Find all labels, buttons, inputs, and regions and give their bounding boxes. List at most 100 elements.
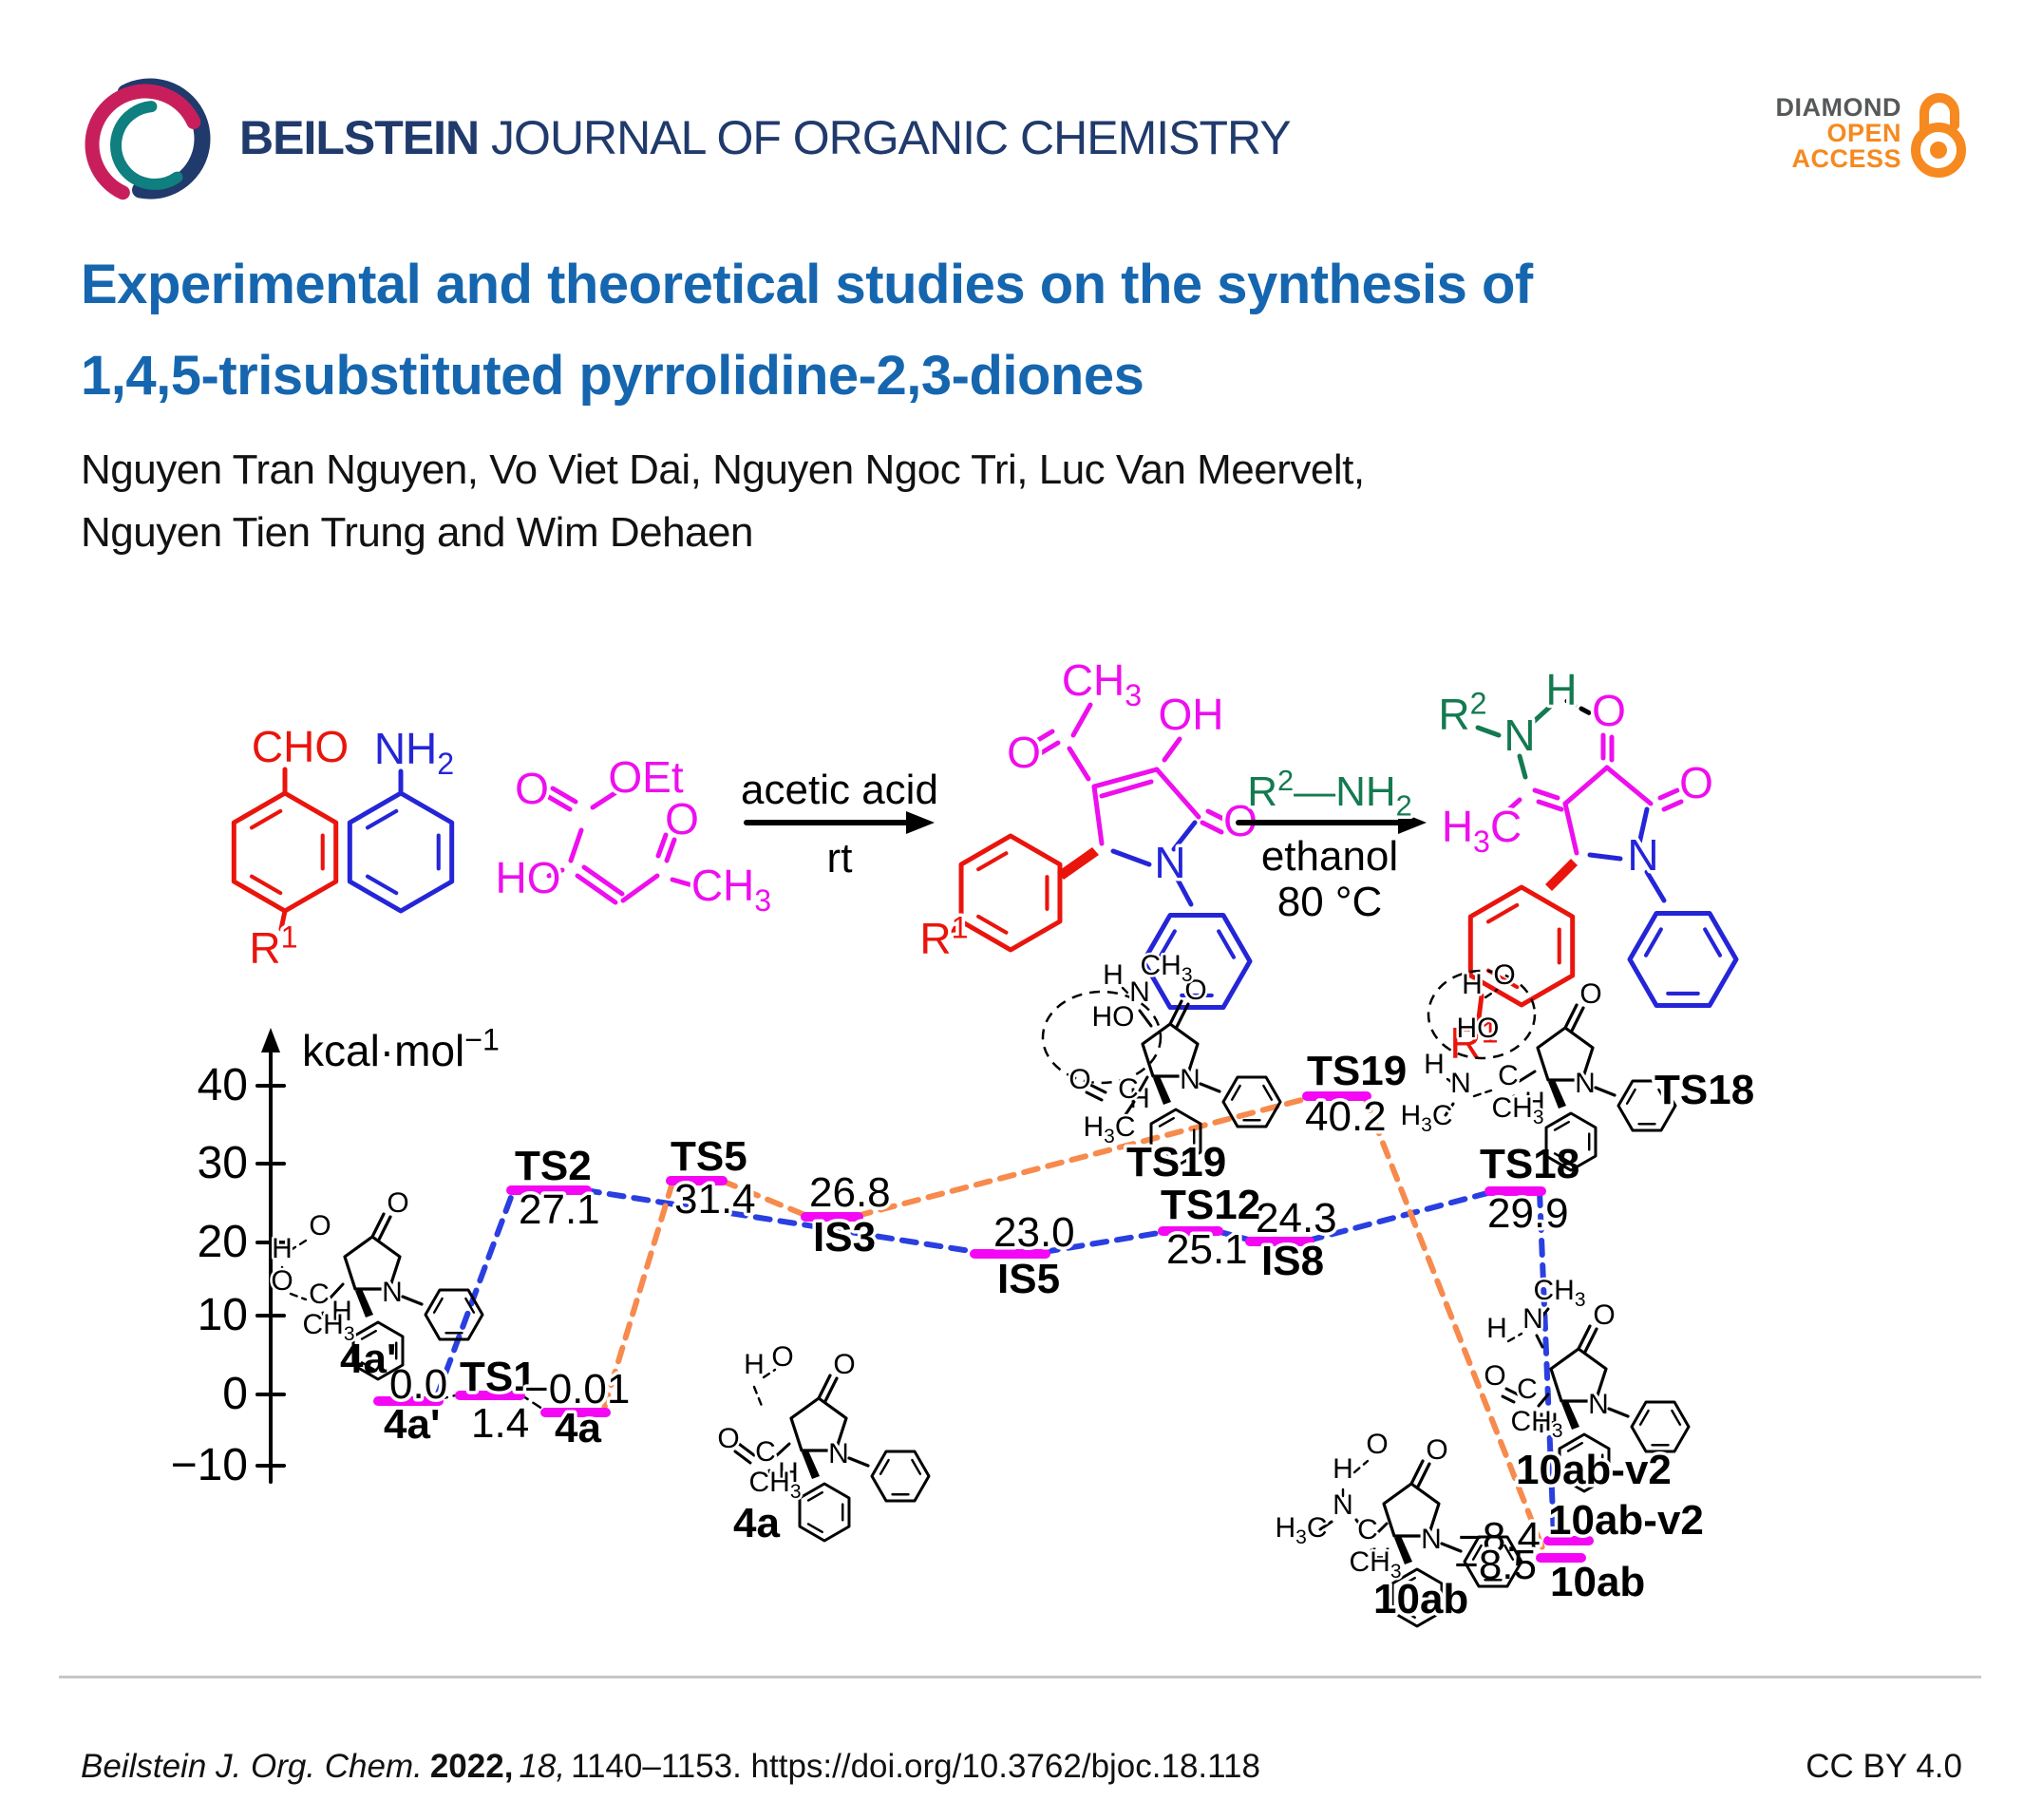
svg-text:O: O (1007, 728, 1041, 777)
svg-text:10ab-v2: 10ab-v2 (1516, 1447, 1672, 1493)
svg-text:H: H (1545, 665, 1577, 714)
svg-text:29.9: 29.9 (1487, 1190, 1569, 1237)
svg-text:R1: R1 (249, 919, 297, 973)
svg-text:HO: HO (1457, 1013, 1500, 1044)
svg-text:O: O (387, 1187, 408, 1219)
svg-text:N: N (1575, 1068, 1596, 1099)
svg-text:H: H (1333, 1453, 1353, 1485)
svg-text:H: H (1103, 959, 1124, 991)
svg-text:CH3: CH3 (1140, 950, 1192, 986)
svg-text:H: H (331, 1296, 352, 1327)
svg-text:kcal·mol−1: kcal·mol−1 (302, 1022, 500, 1075)
svg-text:CHO: CHO (252, 722, 349, 771)
energy-level-4a': 4a'0.04a' (337, 1333, 451, 1451)
svg-text:R2—NH2: R2—NH2 (1247, 764, 1412, 822)
svg-text:R1: R1 (1449, 1014, 1498, 1068)
svg-text:−10: −10 (171, 1440, 248, 1490)
svg-text:C: C (1118, 1073, 1139, 1105)
svg-text:TS2: TS2 (515, 1143, 592, 1189)
svg-text:30: 30 (198, 1138, 248, 1188)
page-title: Experimental and theoretical studies on … (81, 239, 1809, 422)
svg-text:IS3: IS3 (813, 1214, 876, 1261)
svg-text:4a: 4a (555, 1405, 601, 1451)
svg-text:R1: R1 (919, 910, 968, 963)
reaction-scheme: CHOR1NH2OOEtOHOCH3CH3OOHONR1R2NHOOH3CNR1… (231, 653, 1739, 1071)
svg-text:H3C: H3C (1400, 1100, 1452, 1136)
open-access-lock-icon (1911, 93, 1966, 178)
svg-text:O: O (1679, 758, 1713, 807)
svg-text:H3C: H3C (1275, 1512, 1327, 1548)
svg-text:O: O (771, 1341, 793, 1373)
svg-text:O: O (271, 1265, 293, 1297)
svg-text:80 °C: 80 °C (1277, 879, 1383, 925)
svg-text:O: O (1366, 1429, 1388, 1460)
svg-text:0.0: 0.0 (389, 1361, 447, 1408)
svg-text:N: N (1333, 1489, 1353, 1521)
badge-diamond: DIAMOND (1775, 93, 1901, 122)
svg-text:N: N (1154, 838, 1185, 887)
svg-text:H: H (272, 1233, 293, 1264)
svg-text:acetic acid: acetic acid (741, 767, 938, 813)
svg-text:O: O (1592, 686, 1626, 735)
svg-text:−0.01: −0.01 (524, 1366, 630, 1412)
svg-text:rt: rt (827, 835, 853, 882)
pathway-segment-9 (719, 1178, 810, 1219)
energy-level-4a: 4a−0.01 (521, 1363, 633, 1455)
footer-divider (59, 1676, 1981, 1678)
svg-text:H: H (1486, 1313, 1507, 1344)
svg-text:IS5: IS5 (997, 1256, 1060, 1302)
svg-text:20: 20 (198, 1217, 248, 1267)
svg-text:H: H (1524, 1087, 1545, 1118)
svg-text:O: O (1184, 975, 1206, 1006)
svg-text:HO: HO (1092, 1001, 1135, 1033)
svg-text:OEt: OEt (608, 752, 683, 802)
citation-volume: 18, (519, 1748, 566, 1785)
svg-text:CH3: CH3 (1062, 655, 1142, 712)
svg-text:N: N (1450, 1068, 1471, 1099)
license-badge: CC BY 4.0 (1806, 1748, 1962, 1785)
svg-text:O: O (1484, 1360, 1505, 1392)
svg-text:40.2: 40.2 (1305, 1093, 1387, 1140)
svg-text:TS5: TS5 (671, 1133, 747, 1180)
svg-text:TS12: TS12 (1161, 1182, 1260, 1228)
svg-text:O: O (1068, 1064, 1090, 1095)
graphical-abstract-figure: CHOR1NH2OOEtOHOCH3CH3OOHONR1R2NHOOH3CNR1… (167, 653, 1758, 1628)
pathway-segment-11 (1362, 1094, 1548, 1558)
svg-text:4a': 4a' (384, 1401, 440, 1448)
citation: Beilstein J. Org. Chem. 2022, 18, 1140–1153… (81, 1748, 1260, 1786)
svg-text:O: O (665, 794, 699, 844)
svg-text:H: H (1424, 1049, 1445, 1080)
svg-text:40: 40 (198, 1060, 248, 1110)
svg-text:26.8: 26.8 (809, 1169, 891, 1216)
authors-line-1: Nguyen Tran Nguyen, Vo Viet Dai, Nguyen … (81, 446, 1365, 493)
molecule-benzaldehyde: CHO R1 (231, 719, 352, 976)
svg-text:O: O (833, 1349, 855, 1380)
authors: Nguyen Tran Nguyen, Vo Viet Dai, Nguyen … (81, 439, 1695, 564)
svg-text:TS1: TS1 (460, 1354, 537, 1400)
svg-text:C: C (755, 1436, 776, 1468)
badge-open: OPEN (1826, 119, 1901, 147)
svg-text:OH: OH (1159, 690, 1224, 739)
svg-text:25.1: 25.1 (1166, 1226, 1248, 1273)
journal-name: BEILSTEIN JOURNAL OF ORGANIC CHEMISTRY (239, 110, 1292, 165)
svg-text:27.1: 27.1 (519, 1186, 600, 1233)
pathway-segment-3 (582, 1187, 979, 1255)
svg-text:N: N (1627, 830, 1658, 880)
beilstein-logo (85, 78, 211, 205)
svg-text:H: H (1462, 969, 1483, 1000)
pathway-segment-2 (434, 1189, 516, 1399)
pathway-segment-7 (1537, 1188, 1557, 1541)
svg-text:CH3: CH3 (1533, 1275, 1585, 1311)
